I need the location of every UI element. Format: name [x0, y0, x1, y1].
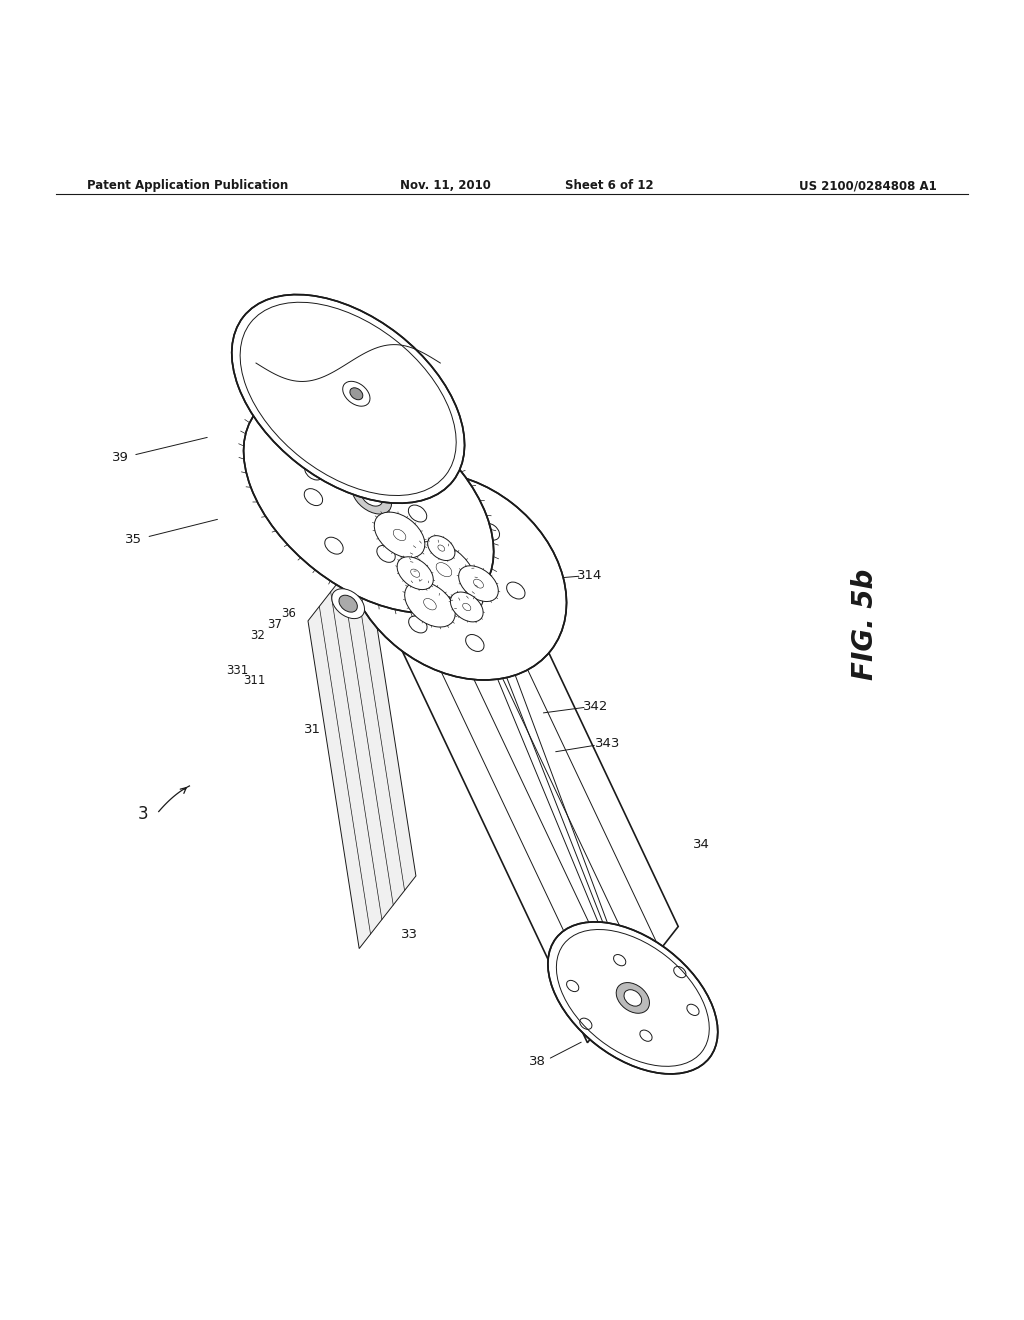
Ellipse shape — [451, 593, 483, 622]
Text: 331: 331 — [226, 664, 249, 677]
Text: 352: 352 — [419, 426, 441, 440]
Text: Patent Application Publication: Patent Application Publication — [87, 180, 289, 193]
Ellipse shape — [244, 389, 494, 612]
Text: 34: 34 — [693, 838, 710, 851]
Text: 33: 33 — [401, 928, 418, 941]
Polygon shape — [308, 548, 416, 949]
Ellipse shape — [404, 581, 456, 627]
Text: 314: 314 — [578, 569, 602, 582]
Ellipse shape — [375, 512, 425, 558]
Text: 35: 35 — [125, 533, 141, 545]
Text: Sheet 6 of 12: Sheet 6 of 12 — [565, 180, 653, 193]
Ellipse shape — [616, 982, 649, 1014]
Text: 353: 353 — [419, 416, 441, 429]
Ellipse shape — [360, 486, 383, 506]
Ellipse shape — [624, 990, 642, 1006]
Text: FIG. 5b: FIG. 5b — [851, 569, 880, 680]
Text: 392: 392 — [395, 354, 420, 367]
Ellipse shape — [352, 478, 391, 513]
Text: US 2100/0284808 A1: US 2100/0284808 A1 — [799, 180, 937, 193]
Text: 36: 36 — [282, 607, 296, 620]
Ellipse shape — [444, 579, 470, 602]
Ellipse shape — [413, 541, 475, 598]
Ellipse shape — [339, 595, 357, 612]
Text: 3: 3 — [138, 805, 148, 822]
Ellipse shape — [459, 566, 499, 602]
Text: 311: 311 — [243, 675, 265, 686]
Text: 38: 38 — [529, 1055, 546, 1068]
Text: 343: 343 — [595, 738, 620, 751]
Ellipse shape — [332, 589, 365, 619]
Text: 351: 351 — [419, 437, 441, 449]
Text: 39: 39 — [113, 450, 129, 463]
Ellipse shape — [231, 294, 465, 503]
Ellipse shape — [397, 557, 433, 590]
Polygon shape — [400, 531, 678, 1043]
Text: 32: 32 — [251, 628, 265, 642]
Text: 342: 342 — [584, 700, 608, 713]
Ellipse shape — [548, 921, 718, 1074]
Text: 31: 31 — [304, 723, 321, 737]
Text: 37: 37 — [267, 618, 282, 631]
Ellipse shape — [345, 473, 566, 680]
Text: Nov. 11, 2010: Nov. 11, 2010 — [400, 180, 490, 193]
Ellipse shape — [428, 536, 455, 561]
Ellipse shape — [350, 388, 362, 400]
